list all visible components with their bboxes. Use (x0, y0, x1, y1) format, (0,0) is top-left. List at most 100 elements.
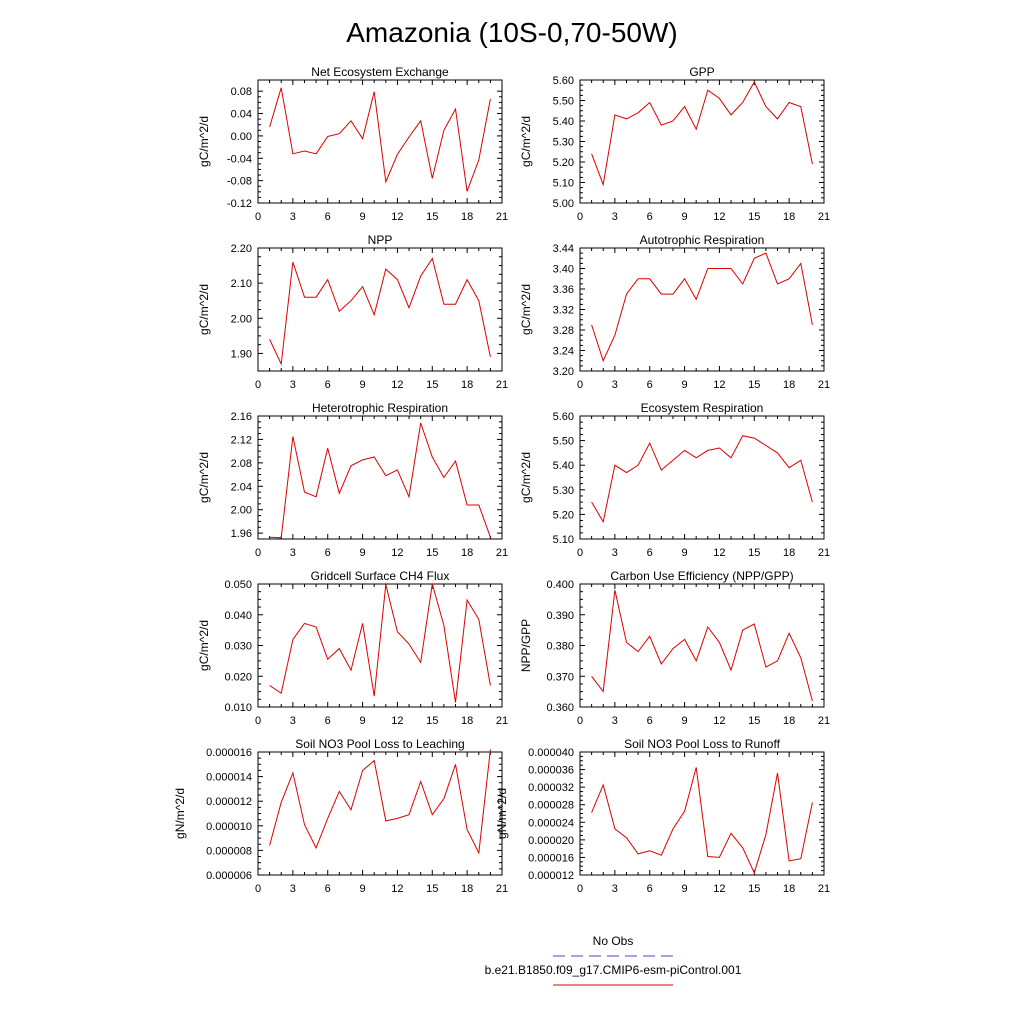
series-line (269, 422, 491, 539)
x-tick-label: 9 (682, 715, 688, 727)
y-tick-label: 5.60 (553, 75, 574, 87)
x-tick-label: 15 (426, 547, 438, 559)
x-tick-label: 18 (461, 883, 473, 895)
y-tick-label: 0.000016 (206, 747, 252, 759)
series-line (269, 749, 491, 855)
series-line (269, 87, 491, 192)
x-tick-label: 6 (325, 883, 331, 895)
y-axis-label: gC/m^2/d (519, 452, 533, 503)
x-tick-label: 6 (325, 715, 331, 727)
page-title: Amazonia (10S-0,70-50W) (346, 17, 677, 48)
y-tick-label: 0.000010 (206, 821, 252, 833)
x-tick-label: 9 (360, 715, 366, 727)
series-line (591, 80, 813, 187)
x-tick-label: 21 (496, 211, 508, 223)
chart-panel-npp: NPP gC/m^2/d 0 3 6 9 12 15 18 21 1.90 2.00 2.10 2.20 (197, 233, 508, 391)
series-line (591, 435, 813, 524)
plot-frame (257, 583, 503, 708)
panel-title: Net Ecosystem Exchange (311, 65, 449, 79)
y-tick-label: 0.000036 (528, 765, 574, 777)
y-tick-label: 0.000040 (528, 747, 574, 759)
x-tick-label: 0 (255, 883, 261, 895)
y-axis-label: gN/m^2/d (173, 788, 187, 839)
x-tick-label: 3 (612, 883, 618, 895)
x-tick-label: 18 (461, 211, 473, 223)
x-tick-label: 6 (647, 547, 653, 559)
series-line (591, 589, 813, 702)
x-tick-label: 6 (325, 211, 331, 223)
x-tick-label: 3 (290, 547, 296, 559)
y-tick-label: 0.000016 (528, 852, 574, 864)
x-tick-label: 9 (682, 211, 688, 223)
x-tick-label: 21 (818, 715, 830, 727)
x-tick-label: 6 (647, 883, 653, 895)
plot-frame (579, 583, 825, 708)
y-tick-label: 0.050 (224, 579, 252, 591)
y-tick-label: 3.28 (553, 325, 574, 337)
x-tick-label: 18 (783, 379, 795, 391)
x-tick-label: 21 (818, 379, 830, 391)
x-tick-label: 15 (748, 883, 760, 895)
y-tick-label: 5.40 (553, 116, 574, 128)
y-axis-label: gN/m^2/d (495, 788, 509, 839)
chart-panel-gpp: GPP gC/m^2/d 0 3 6 9 12 15 18 21 5.00 5.10 5.20 5.30 5… (519, 65, 830, 223)
x-tick-label: 15 (426, 211, 438, 223)
y-tick-label: 5.00 (553, 198, 574, 210)
y-tick-label: 5.30 (553, 485, 574, 497)
x-tick-label: 12 (391, 547, 403, 559)
x-tick-label: 0 (577, 211, 583, 223)
y-axis-label: gC/m^2/d (519, 116, 533, 167)
panel-title: Gridcell Surface CH4 Flux (311, 569, 450, 583)
legend-label-model: b.e21.B1850.f09_g17.CMIP6-esm-piControl.… (485, 963, 742, 977)
y-tick-label: 0.030 (224, 641, 252, 653)
x-tick-label: 6 (325, 547, 331, 559)
x-tick-label: 9 (682, 547, 688, 559)
y-axis-label: gC/m^2/d (197, 284, 211, 335)
panel-title: NPP (368, 233, 393, 247)
x-tick-label: 9 (360, 883, 366, 895)
x-tick-label: 21 (496, 379, 508, 391)
y-tick-label: 3.44 (553, 243, 574, 255)
x-tick-label: 21 (496, 715, 508, 727)
x-tick-label: 0 (577, 379, 583, 391)
series-line (269, 257, 491, 366)
y-tick-label: 5.20 (553, 157, 574, 169)
y-tick-label: 3.24 (553, 346, 574, 358)
x-tick-label: 0 (577, 715, 583, 727)
x-tick-label: 21 (818, 883, 830, 895)
chart-panel-net-ecosystem-exchange: Net Ecosystem Exchange gC/m^2/d 0 3 6 9 12 15 18… (197, 65, 508, 223)
series-line (269, 583, 491, 703)
y-tick-label: 5.10 (553, 534, 574, 546)
plot-frame (257, 79, 503, 204)
y-tick-label: 0.360 (546, 702, 574, 714)
y-tick-label: 0.00 (231, 131, 252, 143)
x-tick-label: 9 (360, 547, 366, 559)
y-axis-label: NPP/GPP (519, 619, 533, 672)
x-tick-label: 15 (748, 379, 760, 391)
y-axis-label: gC/m^2/d (197, 116, 211, 167)
x-tick-label: 12 (391, 883, 403, 895)
chart-panel-ecosystem-respiration: Ecosystem Respiration gC/m^2/d 0 3 6 9 12 15 18 2… (519, 401, 830, 559)
y-tick-label: 2.20 (231, 243, 252, 255)
x-tick-label: 12 (713, 547, 725, 559)
x-tick-label: 12 (713, 883, 725, 895)
y-tick-label: 0.000012 (206, 796, 252, 808)
legend: No Obs b.e21.B1850.f09_g17.CMIP6-esm-piC… (485, 934, 742, 986)
x-tick-label: 9 (682, 379, 688, 391)
x-tick-label: 0 (255, 211, 261, 223)
x-tick-label: 18 (783, 715, 795, 727)
x-tick-label: 12 (713, 715, 725, 727)
y-tick-label: 0.08 (231, 86, 252, 98)
x-tick-label: 0 (255, 715, 261, 727)
x-tick-label: 12 (391, 715, 403, 727)
x-tick-label: 0 (255, 379, 261, 391)
y-tick-label: 0.370 (546, 671, 574, 683)
y-tick-label: 3.40 (553, 264, 574, 276)
y-tick-label: 0.000014 (206, 772, 252, 784)
x-tick-label: 6 (325, 379, 331, 391)
x-tick-label: 3 (290, 883, 296, 895)
chart-panels: Net Ecosystem Exchange gC/m^2/d 0 3 6 9 12 15 18… (173, 65, 830, 895)
y-tick-label: 0.000024 (528, 817, 574, 829)
y-tick-label: 1.90 (231, 348, 252, 360)
